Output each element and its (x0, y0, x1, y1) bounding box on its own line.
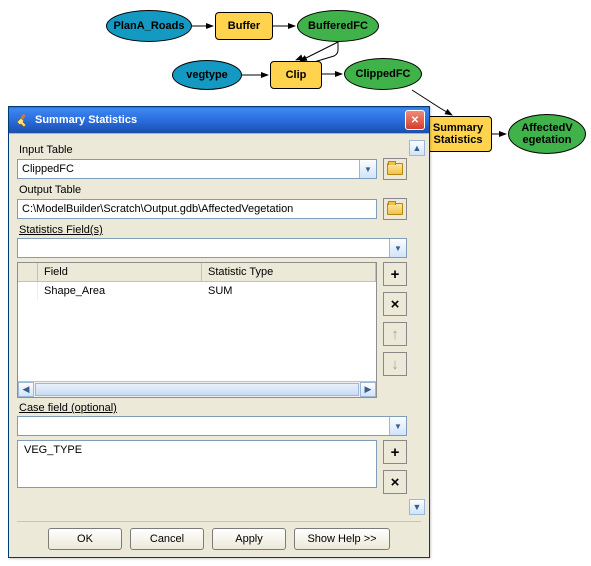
case-field-listbox[interactable]: VEG_TYPE (17, 440, 377, 488)
list-item[interactable]: VEG_TYPE (24, 444, 370, 456)
dropdown-arrow-icon[interactable]: ▼ (389, 417, 406, 435)
statistics-fields-label: Statistics Field(s) (19, 224, 407, 236)
node-label: PlanA_Roads (114, 20, 185, 32)
dropdown-arrow-icon[interactable]: ▼ (389, 239, 406, 257)
close-button[interactable]: ✕ (405, 110, 425, 130)
remove-case-button[interactable]: × (383, 470, 407, 494)
node-label: BufferedFC (308, 20, 368, 32)
add-case-button[interactable]: + (383, 440, 407, 464)
col-field-header: Field (38, 263, 202, 281)
browse-output-button[interactable] (383, 198, 407, 220)
node-summary-statistics[interactable]: Summary Statistics (424, 116, 492, 152)
statistics-fields-select[interactable]: ▼ (17, 238, 407, 258)
node-affected-vegetation[interactable]: AffectedV egetation (508, 114, 586, 154)
node-buffer[interactable]: Buffer (215, 12, 273, 40)
button-bar: OK Cancel Apply Show Help >> (17, 521, 421, 551)
scroll-right-button[interactable]: ▶ (360, 382, 376, 397)
case-field-select[interactable]: ▼ (17, 416, 407, 436)
dialog-title: Summary Statistics (35, 114, 405, 126)
node-label: Buffer (228, 20, 260, 32)
horizontal-scrollbar[interactable]: ◀ ▶ (18, 381, 376, 397)
dropdown-arrow-icon[interactable]: ▼ (359, 160, 376, 178)
cell-type: SUM (202, 282, 376, 300)
tool-icon (15, 113, 29, 127)
dialog-content: Input Table ▼ Output Table Statistics Fi… (17, 140, 407, 517)
add-row-button[interactable]: + (383, 262, 407, 286)
output-table-label: Output Table (19, 184, 407, 196)
show-help-button[interactable]: Show Help >> (294, 528, 390, 550)
cell-field: Shape_Area (38, 282, 202, 300)
move-up-button[interactable]: ↑ (383, 322, 407, 346)
scroll-down-button[interactable]: ▼ (409, 499, 425, 515)
node-label: vegtype (186, 69, 228, 81)
table-row[interactable]: Shape_Area SUM (18, 282, 376, 300)
remove-row-button[interactable]: × (383, 292, 407, 316)
input-table-label: Input Table (19, 144, 407, 156)
table-header: Field Statistic Type (18, 263, 376, 282)
node-label: Summary Statistics (433, 122, 483, 146)
output-table-field[interactable] (17, 199, 377, 219)
node-plana-roads[interactable]: PlanA_Roads (106, 10, 192, 42)
node-vegtype[interactable]: vegtype (172, 60, 242, 90)
folder-icon (387, 203, 403, 215)
dialog-body: ▲ ▼ Input Table ▼ Output Table Statistic… (9, 133, 429, 557)
summary-statistics-dialog: Summary Statistics ✕ ▲ ▼ Input Table ▼ O… (8, 106, 430, 558)
titlebar[interactable]: Summary Statistics ✕ (9, 107, 429, 133)
scroll-thumb[interactable] (35, 383, 359, 396)
cancel-button[interactable]: Cancel (130, 528, 204, 550)
node-clip[interactable]: Clip (270, 61, 322, 89)
folder-icon (387, 163, 403, 175)
statistics-fields-dropdown[interactable] (17, 238, 407, 258)
apply-button[interactable]: Apply (212, 528, 286, 550)
move-down-button[interactable]: ↓ (383, 352, 407, 376)
node-buffered-fc[interactable]: BufferedFC (297, 10, 379, 42)
scroll-left-button[interactable]: ◀ (18, 382, 34, 397)
input-table-field[interactable] (17, 159, 377, 179)
ok-button[interactable]: OK (48, 528, 122, 550)
node-label: ClippedFC (356, 68, 411, 80)
node-label: Clip (286, 69, 307, 81)
case-field-label: Case field (optional) (19, 402, 407, 414)
case-field-dropdown[interactable] (17, 416, 407, 436)
scroll-up-button[interactable]: ▲ (409, 140, 425, 156)
node-label: AffectedV egetation (521, 122, 572, 146)
input-table-select[interactable]: ▼ (17, 159, 377, 179)
node-clipped-fc[interactable]: ClippedFC (344, 58, 422, 90)
statistics-table[interactable]: Field Statistic Type Shape_Area SUM ◀ (17, 262, 377, 398)
browse-input-button[interactable] (383, 158, 407, 180)
col-type-header: Statistic Type (202, 263, 376, 281)
